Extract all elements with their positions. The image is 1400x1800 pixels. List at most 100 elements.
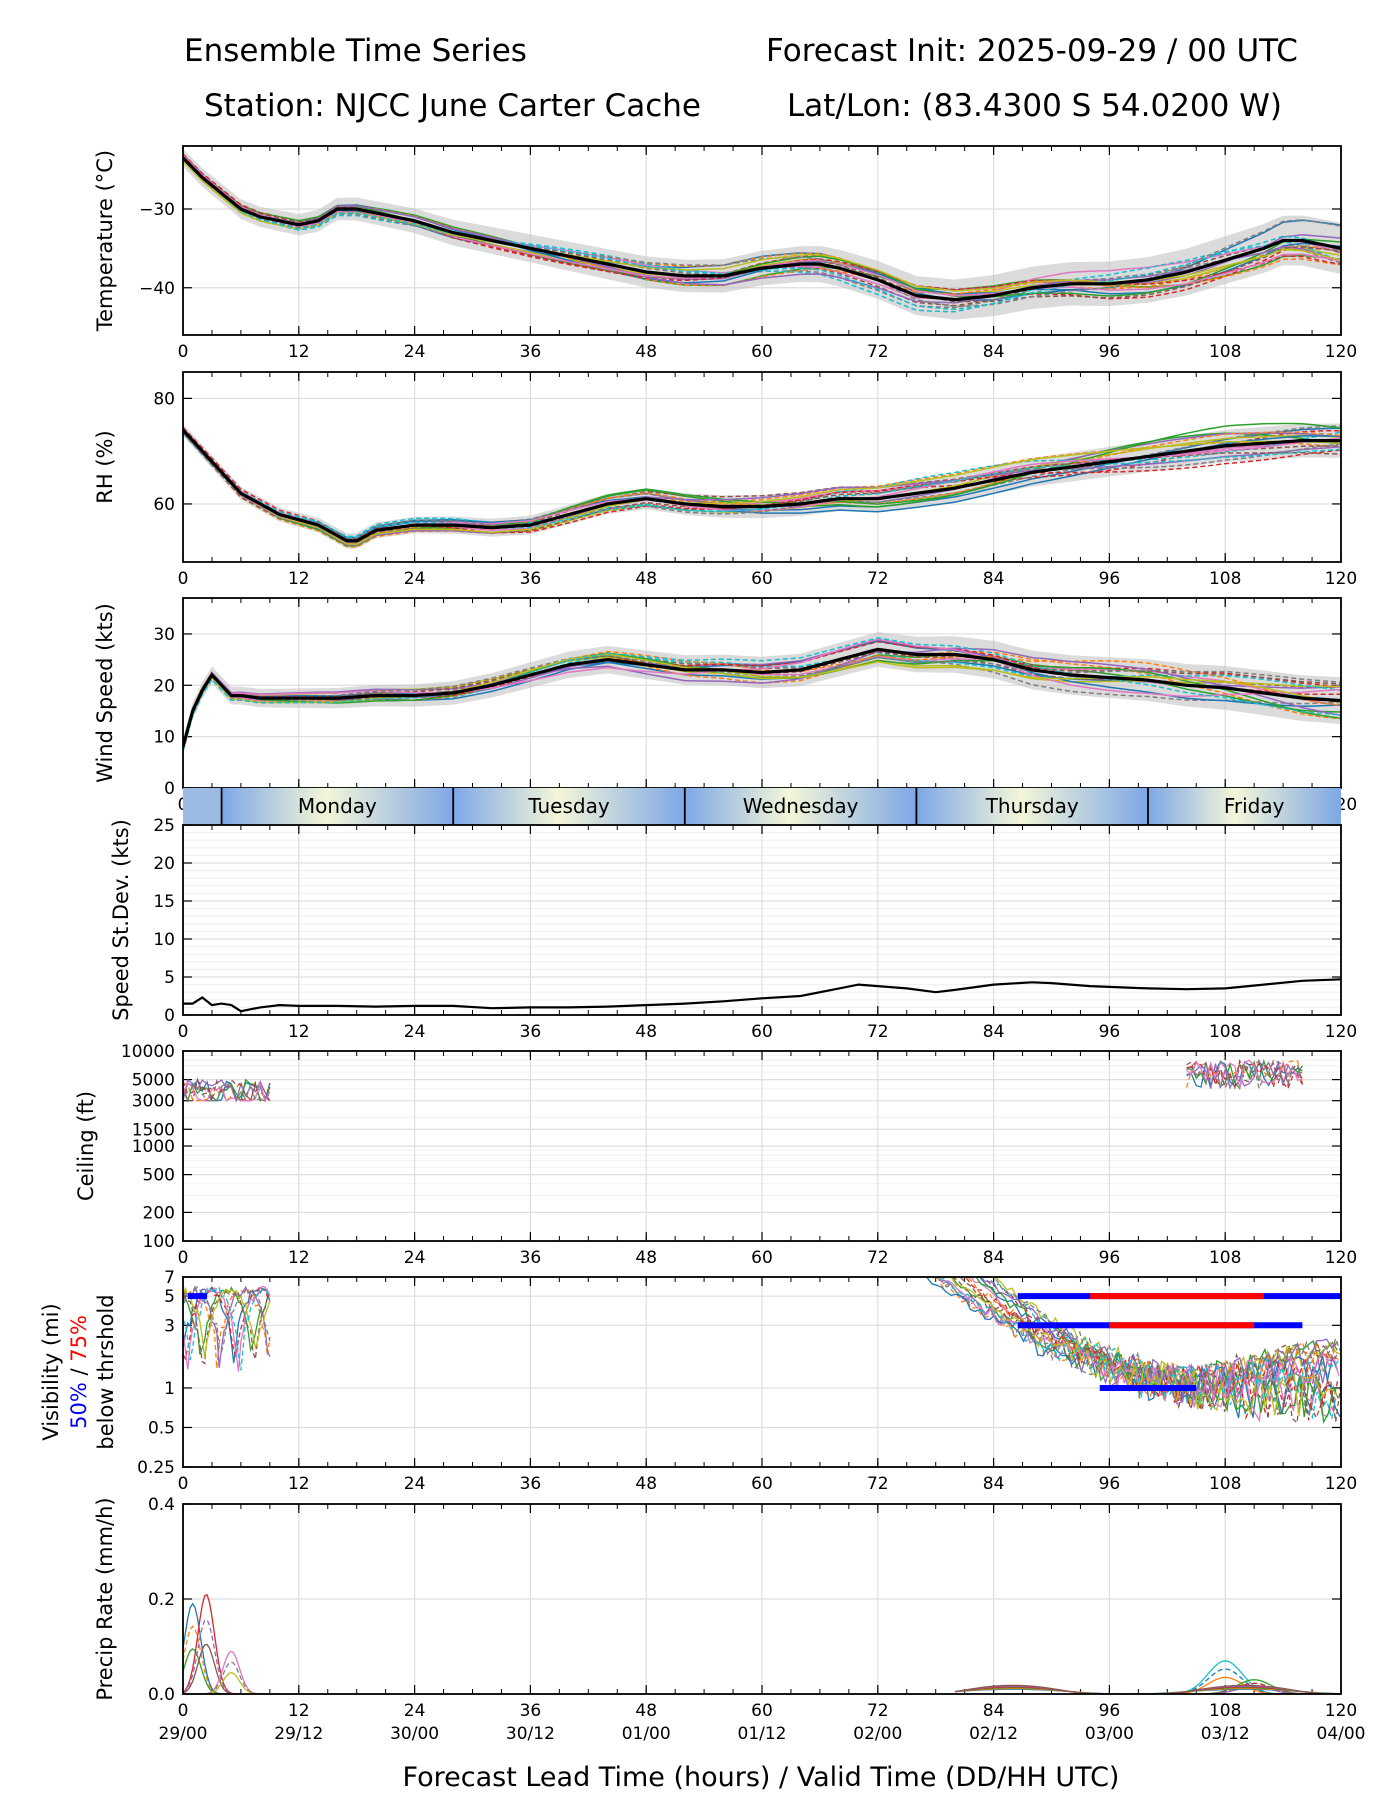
- legend-75pct: 75%: [67, 1315, 91, 1362]
- y-tick-label: 10000: [121, 1042, 175, 1062]
- member-line: [958, 1277, 1339, 1409]
- x-tick-label: 36: [520, 1474, 542, 1494]
- y-tick-label: 5000: [132, 1071, 175, 1091]
- day-strip: Monday Tuesday Wednesday Thursday Friday: [183, 788, 1341, 825]
- valid-time-label: 01/00: [622, 1724, 671, 1744]
- x-tick-label: 108: [1209, 1474, 1241, 1494]
- x-tick-label: 96: [1099, 342, 1121, 362]
- y-tick-label: 15: [153, 892, 175, 912]
- x-tick-label: 60: [751, 342, 773, 362]
- x-tick-label: 24: [404, 1474, 426, 1494]
- x-tick-label: 36: [520, 1701, 542, 1721]
- member-line: [1128, 1676, 1322, 1694]
- y-tick-label: 200: [143, 1203, 175, 1223]
- x-tick-label: 60: [751, 1701, 773, 1721]
- x-axis-label: Forecast Lead Time (hours) / Valid Time …: [403, 1762, 1120, 1793]
- member-line: [183, 1625, 239, 1694]
- valid-time-label: 02/12: [969, 1724, 1018, 1744]
- ensemble-mean-line: [183, 429, 1341, 543]
- member-line: [945, 1277, 1339, 1417]
- member-line: [183, 1594, 251, 1694]
- y-tick-label: 0: [164, 1006, 175, 1026]
- member-line: [992, 1277, 1341, 1397]
- member-line: [183, 1602, 239, 1694]
- member-line: [183, 1618, 251, 1694]
- x-tick-label: 120: [1325, 569, 1357, 589]
- y-axis-label: Ceiling (ft): [74, 1091, 98, 1201]
- valid-time-label: 29/12: [274, 1724, 323, 1744]
- x-tick-label: 12: [288, 342, 310, 362]
- y-tick-label: 1000: [132, 1137, 175, 1157]
- panel-precip-rate: 0 12 24 36 48 60 72 84 96 108 120 0.0 0.2 0.4 Precip R…: [93, 1495, 1366, 1744]
- x-tick-label: 120: [1325, 1248, 1357, 1268]
- panel-ceiling: 0 12 24 36 48 60 72 84 96 108 120 100 200 500 10001500…: [74, 1042, 1357, 1268]
- y-axis-label: Temperature (°C): [93, 150, 117, 332]
- panel-temperature: 0 12 24 36 48 60 72 84 96 108 120 −30 −40 Temperature…: [93, 145, 1357, 362]
- x-tick-label: 48: [635, 569, 657, 589]
- lat-lon: Lat/Lon: (83.4300 S 54.0200 W): [787, 88, 1282, 124]
- y-tick-label: 0.2: [148, 1590, 175, 1610]
- panel-frame: [182, 371, 1342, 563]
- y-tick-label: 0: [164, 779, 175, 799]
- chart-title: Ensemble Time Series: [184, 33, 527, 69]
- x-tick-label: 72: [867, 1474, 889, 1494]
- day-segment: [453, 788, 685, 825]
- y-tick-label: 10: [153, 728, 175, 748]
- y-tick-label: 30: [153, 625, 175, 645]
- day-label: Friday: [1224, 794, 1285, 818]
- x-tick-label: 72: [867, 1022, 889, 1042]
- legend-50pct: 50%: [67, 1382, 91, 1429]
- valid-time-label: 30/12: [506, 1724, 555, 1744]
- x-tick-label: 12: [288, 1474, 310, 1494]
- member-line: [183, 1078, 271, 1103]
- panel-visibility: 0 12 24 36 48 60 72 84 96 108 120 0.25 0.5 1 3 57 Visibi…: [39, 1268, 1357, 1494]
- x-tick-label: 96: [1099, 1701, 1121, 1721]
- stdev-line: [183, 978, 1342, 1013]
- y-tick-label: 500: [143, 1166, 175, 1186]
- member-line: [935, 1277, 1340, 1402]
- member-line: [954, 1684, 1321, 1694]
- y-tick-label: 0.5: [148, 1418, 175, 1438]
- member-line: [183, 1077, 271, 1103]
- x-tick-label: 96: [1099, 569, 1121, 589]
- member-line: [183, 1648, 239, 1694]
- member-line: [937, 1277, 1338, 1405]
- valid-time-label: 02/00: [853, 1724, 902, 1744]
- member-line: [938, 1277, 1340, 1408]
- x-tick-label: 0: [178, 1248, 189, 1268]
- x-tick-label: 84: [983, 569, 1005, 589]
- x-tick-label: 0: [178, 569, 189, 589]
- spread-band: [183, 423, 1341, 549]
- member-line: [183, 1286, 271, 1371]
- member-line: [183, 426, 1341, 539]
- x-tick-label: 84: [983, 1701, 1005, 1721]
- member-line: [183, 1081, 271, 1104]
- x-tick-label: 48: [635, 1248, 657, 1268]
- x-tick-label: 48: [635, 1474, 657, 1494]
- panel-frame: [182, 145, 1342, 336]
- day-segment: [221, 788, 454, 825]
- plot-area: [183, 1594, 1341, 1694]
- x-tick-label: 84: [983, 1022, 1005, 1042]
- x-tick-label: 120: [1325, 1701, 1357, 1721]
- plot-area: [183, 148, 1341, 320]
- member-line: [183, 1286, 271, 1358]
- member-line: [183, 650, 1341, 744]
- member-line: [1128, 1660, 1322, 1694]
- panel-frame: [182, 1050, 1342, 1242]
- x-tick-label: 84: [983, 1248, 1005, 1268]
- y-axis-label: Wind Speed (kts): [93, 603, 117, 783]
- x-tick-label: 72: [867, 569, 889, 589]
- y-tick-label: −40: [139, 279, 175, 299]
- x-tick-label: 60: [751, 1022, 773, 1042]
- y-axis-label: Speed St.Dev. (kts): [109, 819, 133, 1021]
- member-line: [950, 1277, 1341, 1425]
- ensemble-mean-line: [183, 647, 1341, 748]
- plot-area: [183, 1058, 1304, 1104]
- ensemble-mean-line: [183, 156, 1341, 302]
- y-tick-label: 60: [153, 495, 175, 515]
- panel-frame: [182, 824, 1342, 1016]
- x-tick-label: 96: [1099, 1022, 1121, 1042]
- valid-time-label: 03/00: [1085, 1724, 1134, 1744]
